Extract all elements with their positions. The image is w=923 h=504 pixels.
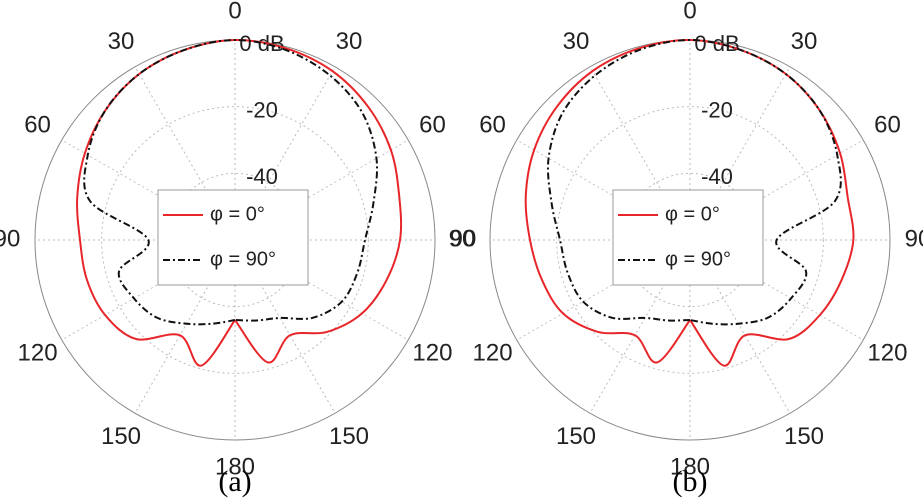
angle-label: 150 [329,423,369,450]
angle-label: 30 [563,28,590,55]
angle-label: 0 [683,0,696,24]
spoke-grid-line [689,139,864,241]
angle-label: 90 [0,225,20,252]
spoke-grid-line [589,66,691,241]
angle-label: 120 [412,339,452,366]
angle-label: 90 [449,225,476,252]
legend-label: φ = 0° [210,203,265,225]
angle-label: 60 [479,111,506,138]
legend-label: φ = 0° [665,203,720,225]
ring-grid-line [101,106,369,374]
r-tick-label: -20 [246,97,278,122]
angle-label: 150 [784,423,824,450]
angle-label: 0 [228,0,241,24]
legend-box [612,189,764,286]
spoke-grid-line [689,239,864,341]
angle-label: 90 [450,225,477,252]
spoke-grid-line [234,239,336,414]
r-tick-label: -40 [246,164,278,189]
spoke-grid-line [516,239,691,341]
r-tick-label: -40 [701,164,733,189]
angle-label: 150 [101,423,141,450]
spoke-grid-line [134,66,236,241]
spoke-grid-line [516,139,691,241]
spoke-grid-line [61,139,236,241]
spoke-grid-line [234,139,409,241]
spoke-grid-line [61,239,236,341]
spoke-grid-line [689,239,791,414]
angle-label: 60 [24,111,51,138]
angle-label: 30 [336,28,363,55]
angle-label: 120 [867,339,907,366]
r-tick-label: -20 [701,97,733,122]
spoke-grid-line [689,66,791,241]
ring-grid-line [556,106,824,374]
legend-label: φ = 90° [210,248,276,270]
caption: (b) [673,465,708,498]
angle-label: 150 [556,423,596,450]
angle-label: 180 [215,453,255,480]
angle-label: 180 [670,453,710,480]
angle-label: 60 [419,111,446,138]
spoke-grid-line [134,239,236,414]
legend-box [157,189,309,286]
spoke-grid-line [234,239,409,341]
angle-label: 120 [473,339,513,366]
spoke-grid-line [589,239,691,414]
angle-label: 60 [874,111,901,138]
caption: (a) [218,465,251,498]
angle-label: 30 [108,28,135,55]
spoke-grid-line [234,66,336,241]
angle-label: 120 [18,339,58,366]
legend-label: φ = 90° [665,248,731,270]
pattern-line [83,38,379,326]
angle-label: 30 [791,28,818,55]
pattern-line [546,38,842,326]
angle-label: 90 [905,225,923,252]
